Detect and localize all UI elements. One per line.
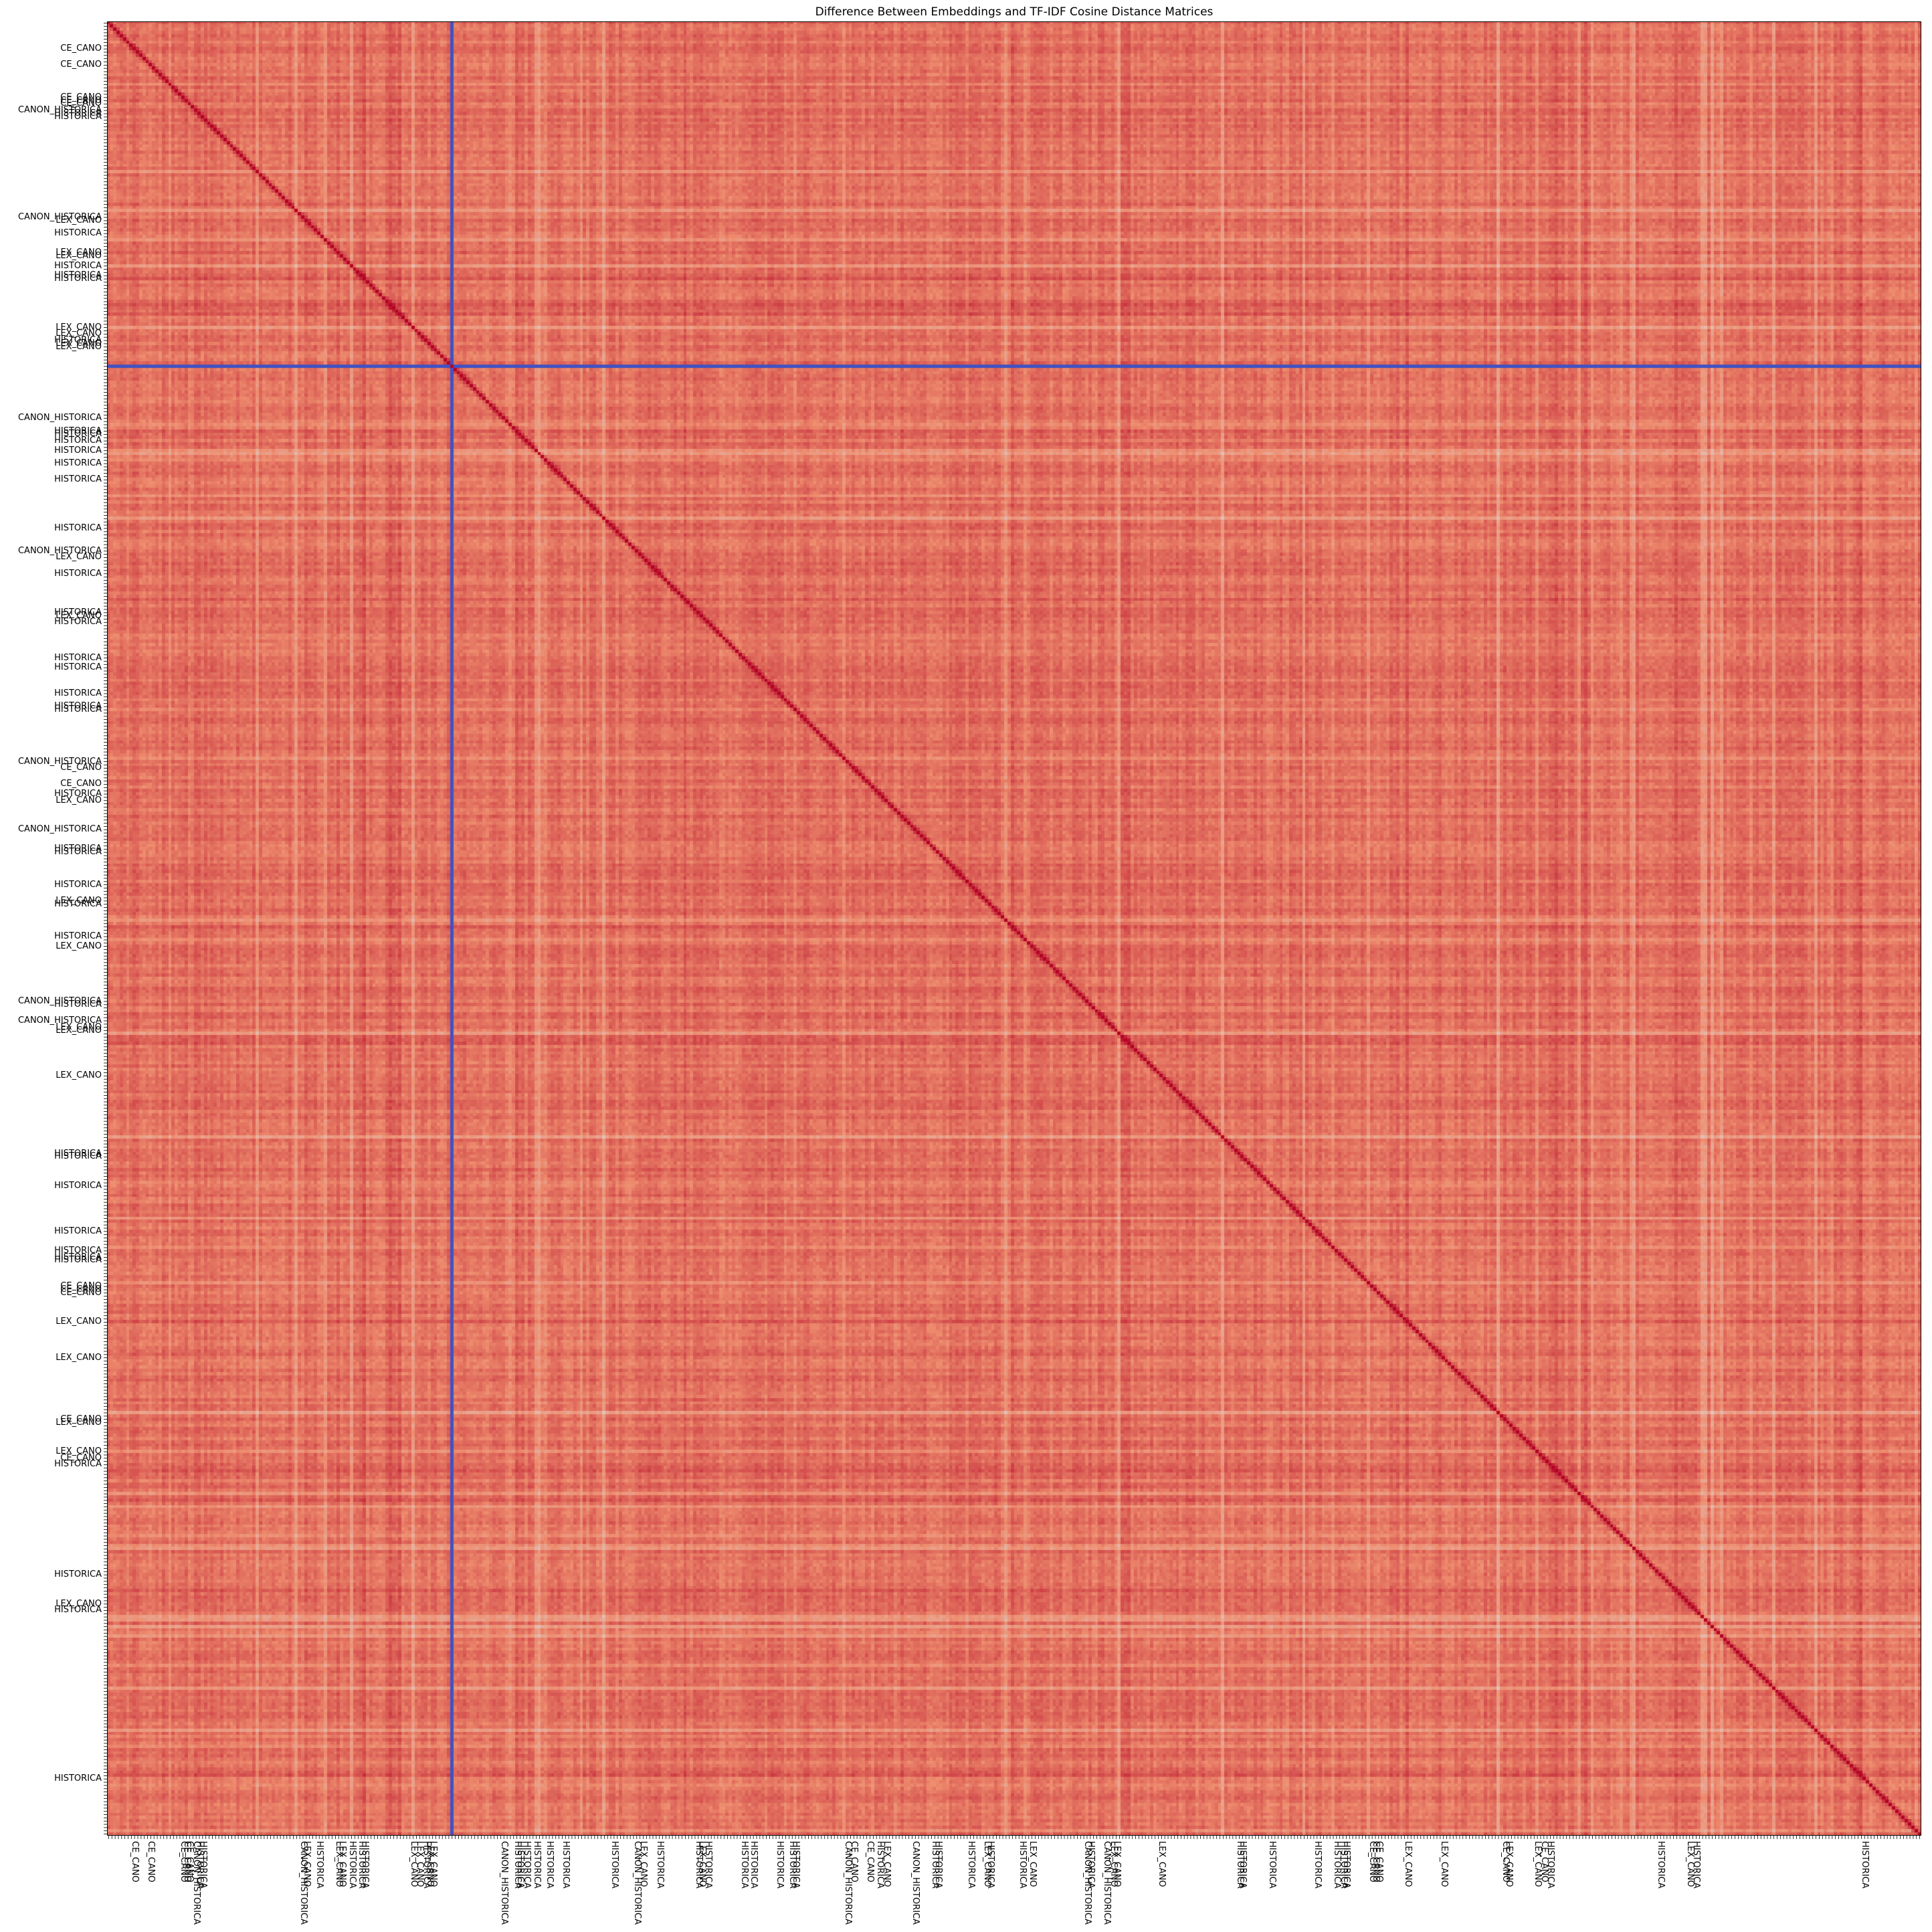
chart-title: Difference Between Embeddings and TF-IDF… xyxy=(815,5,1214,19)
heatmap-cells xyxy=(107,21,1921,1836)
